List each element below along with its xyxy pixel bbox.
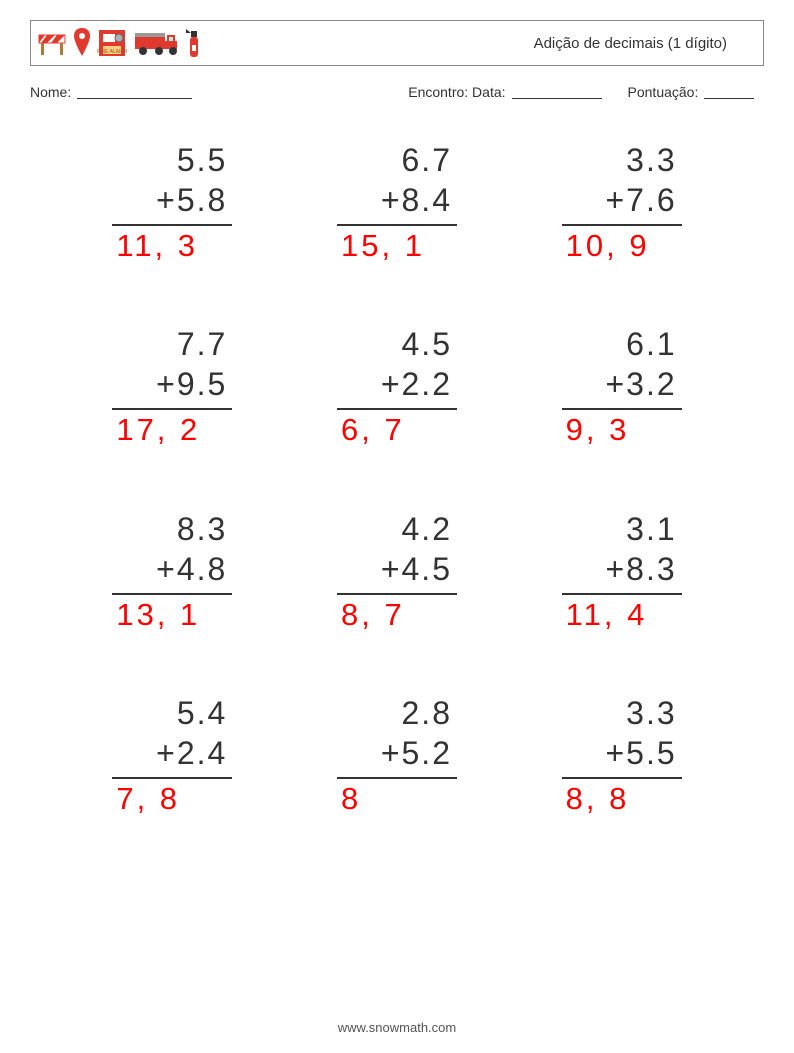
answer: 15, 1 (337, 226, 457, 266)
operand-b: +2.2 (342, 364, 452, 404)
operand-b: +5.2 (342, 733, 452, 773)
problem: 6.1+3.2 9, 3 (519, 324, 724, 450)
problem: 3.1+8.3 11, 4 (519, 509, 724, 635)
header-icons: FIRE ALARM (37, 27, 203, 59)
problem: 7.7+9.5 17, 2 (70, 324, 275, 450)
operand-b: +8.3 (567, 549, 677, 589)
operand-b: +8.4 (342, 180, 452, 220)
header-box: FIRE ALARM (30, 20, 764, 66)
name-underline (77, 84, 192, 99)
extinguisher-icon (185, 27, 203, 59)
answer: 8, 7 (337, 595, 457, 635)
problem: 6.7+8.4 15, 1 (295, 140, 500, 266)
answer: 8, 8 (562, 779, 682, 819)
date-underline (512, 84, 602, 99)
footer-url: www.snowmath.com (0, 1020, 794, 1035)
score-underline (704, 84, 754, 99)
pin-icon (73, 28, 91, 58)
answer: 10, 9 (562, 226, 682, 266)
answer: 13, 1 (112, 595, 232, 635)
operand-b: +5.8 (117, 180, 227, 220)
fire-truck-icon (133, 29, 179, 57)
operand-a: 5.5 (117, 140, 227, 180)
operand-b: +5.5 (567, 733, 677, 773)
operand-b: +3.2 (567, 364, 677, 404)
answer: 11, 4 (562, 595, 682, 635)
operand-a: 5.4 (117, 693, 227, 733)
operand-b: +2.4 (117, 733, 227, 773)
operand-a: 4.2 (342, 509, 452, 549)
operand-a: 3.3 (567, 693, 677, 733)
fire-alarm-icon: FIRE ALARM (97, 28, 127, 58)
name-label: Nome: (30, 84, 71, 100)
answer: 17, 2 (112, 410, 232, 450)
answer: 7, 8 (112, 779, 232, 819)
problem: 4.5+2.2 6, 7 (295, 324, 500, 450)
problems-grid: 5.5+5.811, 36.7+8.415, 13.3+7.610, 97.7+… (30, 140, 764, 819)
operand-a: 8.3 (117, 509, 227, 549)
operand-a: 3.3 (567, 140, 677, 180)
svg-text:FIRE ALARM: FIRE ALARM (97, 49, 127, 55)
answer: 8 (337, 779, 457, 819)
answer: 6, 7 (337, 410, 457, 450)
operand-b: +4.5 (342, 549, 452, 589)
operand-b: +7.6 (567, 180, 677, 220)
answer: 11, 3 (112, 226, 232, 266)
operand-b: +4.8 (117, 549, 227, 589)
operand-a: 2.8 (342, 693, 452, 733)
problem: 4.2+4.5 8, 7 (295, 509, 500, 635)
problem: 5.5+5.8 11, 3 (70, 140, 275, 266)
meta-row: Nome: Encontro: Data: Pontuação: (30, 84, 764, 100)
problem: 3.3+7.6 10, 9 (519, 140, 724, 266)
operand-b: +9.5 (117, 364, 227, 404)
operand-a: 6.1 (567, 324, 677, 364)
operand-a: 6.7 (342, 140, 452, 180)
problem: 5.4+2.4 7, 8 (70, 693, 275, 819)
problem: 2.8+5.2 8 (295, 693, 500, 819)
problem: 8.3+4.8 13, 1 (70, 509, 275, 635)
worksheet-page: FIRE ALARM (0, 0, 794, 839)
worksheet-title: Adição de decimais (1 dígito) (534, 35, 757, 52)
barrier-icon (37, 29, 67, 57)
operand-a: 4.5 (342, 324, 452, 364)
operand-a: 3.1 (567, 509, 677, 549)
answer: 9, 3 (562, 410, 682, 450)
encounter-label: Encontro: Data: (408, 84, 505, 100)
operand-a: 7.7 (117, 324, 227, 364)
problem: 3.3+5.5 8, 8 (519, 693, 724, 819)
score-label: Pontuação: (628, 84, 699, 100)
